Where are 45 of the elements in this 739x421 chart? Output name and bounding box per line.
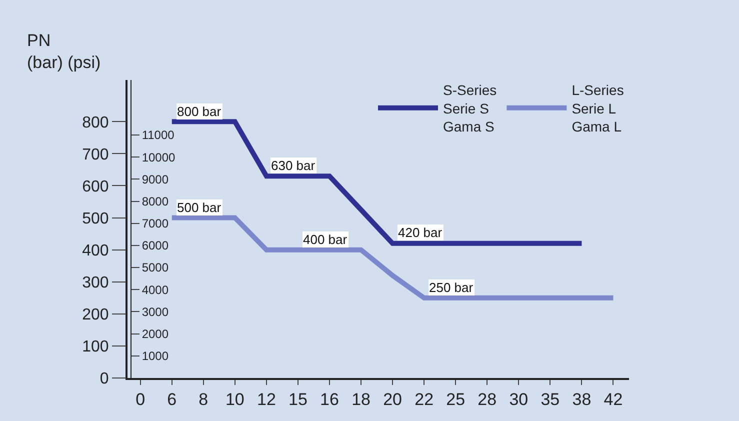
y2-tick-label: 10000 — [142, 150, 176, 164]
annotation: 250 bar — [429, 280, 474, 295]
x-tick-label: 35 — [540, 390, 560, 410]
y2-tick-label: 7000 — [142, 216, 169, 231]
y-tick-label: 700 — [82, 146, 109, 164]
x-tick-label: 16 — [320, 390, 339, 410]
x-tick-label: 0 — [136, 390, 146, 410]
annotation: 630 bar — [271, 158, 316, 173]
legend-label: S-Series Serie S Gama S — [443, 82, 497, 134]
y-tick-label: 600 — [82, 178, 109, 196]
y-tick-label: 100 — [82, 338, 109, 356]
y-tick-label: 500 — [82, 210, 109, 228]
y-tick-label: 0 — [100, 370, 109, 388]
annotation: 420 bar — [398, 225, 443, 240]
x-tick-label: 6 — [167, 390, 177, 410]
x-tick-label: 12 — [256, 390, 276, 410]
x-tick-label: 38 — [572, 390, 592, 410]
x-tick-label: 8 — [198, 390, 208, 410]
x-tick-label: 42 — [604, 390, 623, 410]
annotation: 500 bar — [177, 200, 222, 215]
y-tick-label: 400 — [82, 242, 109, 260]
y-axis-title: PN (bar) (psi) — [27, 31, 101, 72]
y2-tick-label: 9000 — [142, 172, 169, 186]
x-tick-label: 18 — [352, 390, 370, 410]
y2-tick-label: 1000 — [142, 349, 169, 364]
y2-tick-label: 3000 — [142, 304, 169, 319]
y2-tick-label: 6000 — [142, 238, 169, 253]
y2-tick-label: 11000 — [142, 128, 175, 142]
y-tick-label: 200 — [82, 306, 109, 324]
annotation: 400 bar — [303, 232, 348, 247]
x-tick-label: 28 — [478, 390, 497, 410]
x-tick-label: 15 — [288, 390, 308, 410]
y2-tick-label: 8000 — [142, 194, 169, 208]
x-tick-label: 25 — [446, 390, 466, 410]
x-tick-label: 30 — [509, 390, 528, 410]
x-tick-label: 22 — [414, 390, 434, 410]
legend-label: L-Series Serie L Gama L — [572, 82, 624, 134]
y2-tick-label: 4000 — [142, 282, 169, 297]
y-tick-label: 300 — [82, 274, 109, 292]
y-tick-label: 800 — [82, 114, 109, 132]
y2-tick-label: 5000 — [142, 260, 169, 275]
x-tick-label: 10 — [225, 390, 244, 410]
y2-tick-label: 2000 — [142, 327, 169, 342]
x-tick-label: 20 — [383, 390, 402, 410]
annotation: 800 bar — [177, 104, 222, 119]
